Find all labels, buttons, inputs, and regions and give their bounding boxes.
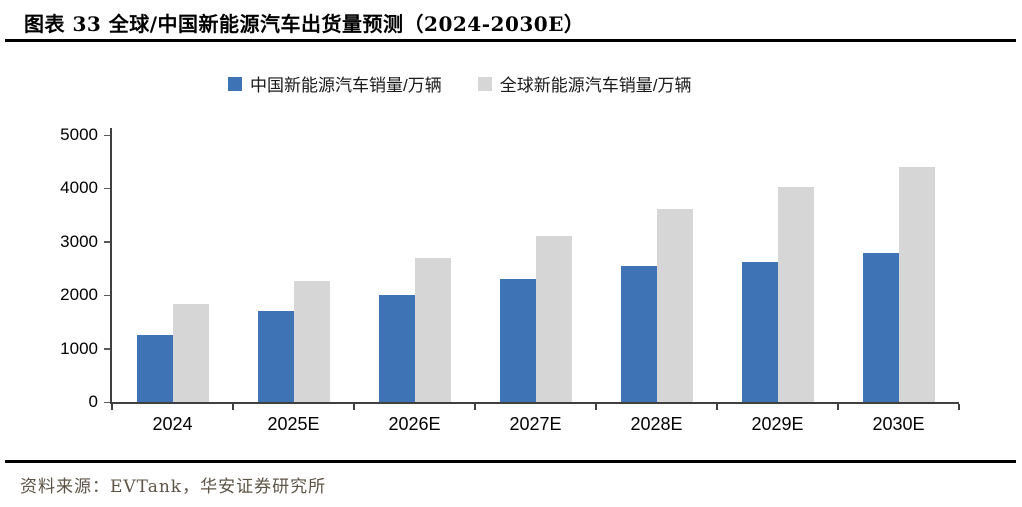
x-axis-tick	[595, 404, 597, 410]
bar-global-series	[293, 281, 330, 402]
bar-global-series	[777, 187, 814, 402]
legend-item-global: 全球新能源汽车销量/万辆	[477, 71, 692, 96]
bar-global-series	[172, 304, 209, 402]
bar-china-series	[741, 261, 778, 402]
bar-global-series	[656, 208, 693, 402]
y-tick-mark	[104, 401, 112, 403]
y-tick-label: 0	[88, 392, 98, 411]
y-tick-label: 1000	[60, 338, 98, 358]
legend-item-china: 中国新能源汽车销量/万辆	[228, 71, 442, 96]
y-tick-label: 2000	[60, 285, 98, 305]
y-tick-mark	[104, 294, 112, 297]
bottom-divider	[5, 460, 1016, 463]
x-category-label: 2028E	[630, 414, 683, 434]
x-axis-tick	[111, 404, 113, 410]
bar-china-series	[499, 279, 536, 402]
x-axis-tick	[716, 404, 718, 410]
x-category-label: 2030E	[872, 414, 925, 434]
x-category-label: 2027E	[509, 414, 562, 434]
x-axis-tick	[837, 404, 839, 410]
bar-china-series	[257, 311, 294, 402]
bar-china-series	[136, 335, 173, 402]
bar-china-series	[862, 253, 899, 402]
bar-china-series	[378, 295, 415, 402]
bar-global-series	[898, 167, 935, 402]
source-note: 资料来源：EVTank，华安证券研究所	[20, 477, 327, 497]
y-tick-mark	[104, 241, 112, 243]
x-axis-tick	[958, 404, 960, 410]
y-axis-line	[110, 128, 112, 404]
bar-global-series	[535, 235, 572, 402]
figure-title: 图表 33 全球/中国新能源汽车出货量预测（2024-2030E）	[24, 12, 585, 36]
x-category-label: 2029E	[751, 414, 804, 434]
x-category-label: 2026E	[388, 414, 441, 434]
x-axis-tick	[232, 404, 234, 410]
x-category-label: 2024	[152, 414, 193, 434]
y-tick-mark	[104, 348, 112, 350]
y-tick-label: 4000	[60, 178, 98, 198]
legend-label-global: 全球新能源汽车销量/万辆	[499, 76, 692, 95]
x-axis-tick	[474, 404, 476, 410]
legend-swatch-china-icon	[228, 76, 242, 91]
y-tick-label: 5000	[60, 125, 98, 144]
legend-label-china: 中国新能源汽车销量/万辆	[250, 76, 442, 95]
chart-legend: 中国新能源汽车销量/万辆 全球新能源汽车销量/万辆	[228, 71, 691, 96]
y-tick-label: 3000	[60, 231, 98, 251]
top-divider	[5, 39, 1016, 42]
y-tick-mark	[104, 134, 112, 136]
bar-china-series	[620, 266, 657, 402]
bar-global-series	[414, 258, 451, 402]
legend-swatch-global-icon	[477, 76, 492, 91]
x-category-label: 2025E	[267, 414, 320, 434]
x-axis-line	[110, 402, 959, 404]
x-axis-tick	[353, 404, 355, 410]
y-tick-mark	[104, 187, 112, 190]
